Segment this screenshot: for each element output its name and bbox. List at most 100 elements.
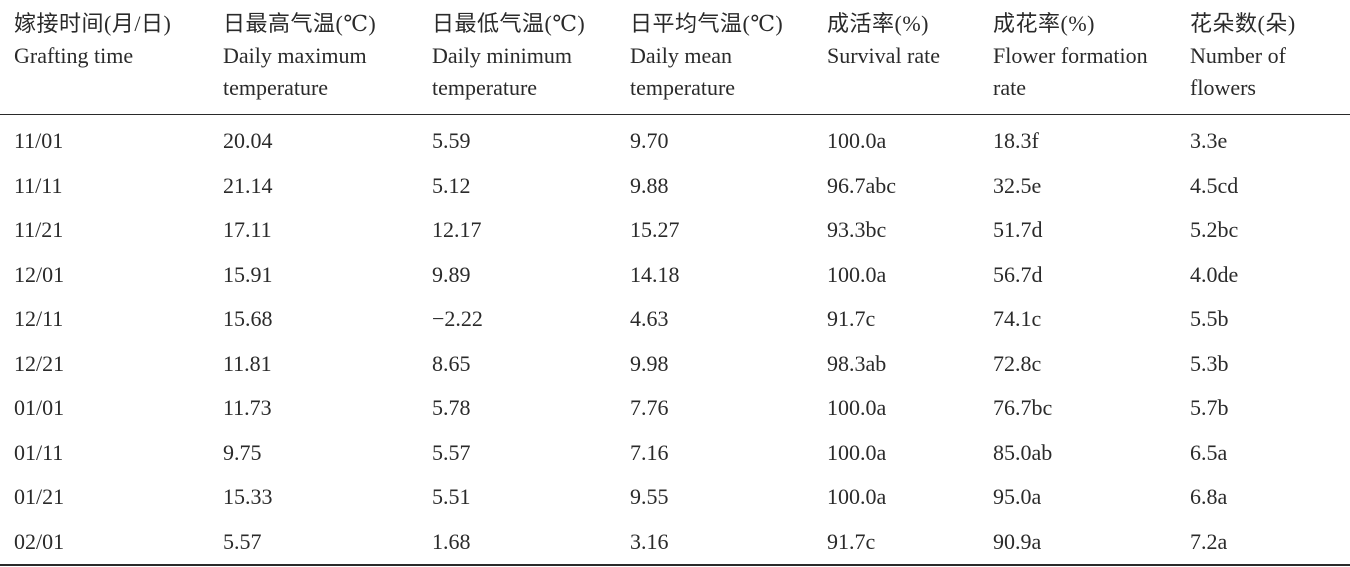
table-cell: 02/01 bbox=[14, 528, 65, 554]
table-cell: 5.12 bbox=[432, 172, 471, 198]
table-cell: 5.5b bbox=[1190, 306, 1229, 331]
table-cell: 91.7c bbox=[827, 306, 876, 331]
header-zh: 成花率(%) bbox=[993, 11, 1095, 36]
header-flower-formation-rate: 成花率(%) Flower formation rate bbox=[979, 0, 1176, 115]
table-cell: 4.63 bbox=[630, 306, 669, 331]
table-cell: 5.78 bbox=[432, 395, 471, 420]
table-cell: 12/11 bbox=[14, 306, 64, 331]
table-cell: −2.22 bbox=[432, 306, 483, 331]
table-cell: 7.76 bbox=[630, 395, 669, 420]
table-cell: 12/01 bbox=[14, 261, 65, 287]
table-cell: 72.8c bbox=[993, 350, 1042, 376]
table-cell: 4.5cd bbox=[1190, 172, 1239, 198]
table-row: 11/01 20.04 5.59 9.70 100.0a 18.3f 3.3e bbox=[0, 115, 1350, 164]
table-cell: 11.81 bbox=[223, 350, 272, 376]
table-cell: 6.8a bbox=[1190, 484, 1228, 509]
table-row: 12/11 15.68 −2.22 4.63 91.7c 74.1c 5.5b bbox=[0, 297, 1350, 342]
header-en: Flower formation rate bbox=[993, 43, 1148, 100]
table-cell: 9.55 bbox=[630, 484, 669, 509]
table-row: 11/21 17.11 12.17 15.27 93.3bc 51.7d 5.2bc bbox=[0, 208, 1350, 253]
table-cell: 5.51 bbox=[432, 484, 471, 509]
table-cell: 100.0a bbox=[827, 439, 887, 465]
table-cell: 12/21 bbox=[14, 350, 65, 376]
table-cell: 9.88 bbox=[630, 172, 669, 198]
table-cell: 51.7d bbox=[993, 217, 1043, 242]
header-zh: 日最低气温(℃) bbox=[432, 11, 586, 36]
table-cell: 5.57 bbox=[432, 439, 471, 465]
table-cell: 100.0a bbox=[827, 261, 887, 287]
header-en: Survival rate bbox=[827, 43, 941, 68]
table-cell: 76.7bc bbox=[993, 395, 1053, 420]
table-cell: 12.17 bbox=[432, 217, 482, 242]
table-cell: 17.11 bbox=[223, 217, 272, 242]
table-cell: 5.7b bbox=[1190, 395, 1229, 420]
table-cell: 11/21 bbox=[14, 217, 64, 242]
table-cell: 14.18 bbox=[630, 261, 680, 287]
header-zh: 成活率(%) bbox=[827, 11, 929, 36]
table-cell: 01/11 bbox=[14, 439, 64, 465]
table-cell: 9.98 bbox=[630, 350, 669, 376]
table-row: 01/11 9.75 5.57 7.16 100.0a 85.0ab 6.5a bbox=[0, 431, 1350, 476]
table-cell: 5.57 bbox=[223, 528, 262, 554]
header-daily-min-temp: 日最低气温(℃) Daily minimum temperature bbox=[418, 0, 616, 115]
table-cell: 21.14 bbox=[223, 172, 273, 198]
table-cell: 7.16 bbox=[630, 439, 669, 465]
table-cell: 91.7c bbox=[827, 528, 876, 554]
table-cell: 100.0a bbox=[827, 484, 887, 509]
header-daily-max-temp: 日最高气温(℃) Daily maximum temperature bbox=[209, 0, 418, 115]
header-number-of-flowers: 花朵数(朵) Number of flowers bbox=[1176, 0, 1350, 115]
table-cell: 56.7d bbox=[993, 261, 1043, 287]
header-en: Grafting time bbox=[14, 43, 134, 68]
table-cell: 32.5e bbox=[993, 172, 1042, 198]
table-row: 12/01 15.91 9.89 14.18 100.0a 56.7d 4.0de bbox=[0, 253, 1350, 298]
table-cell: 01/01 bbox=[14, 395, 65, 420]
header-zh: 嫁接时间(月/日) bbox=[14, 11, 172, 36]
table-cell: 5.59 bbox=[432, 128, 471, 153]
table-cell: 100.0a bbox=[827, 395, 887, 420]
table-cell: 15.27 bbox=[630, 217, 680, 242]
table-body: 11/01 20.04 5.59 9.70 100.0a 18.3f 3.3e 11/11 2… bbox=[0, 115, 1350, 565]
table-cell: 85.0ab bbox=[993, 439, 1053, 465]
header-daily-mean-temp: 日平均气温(℃) Daily mean temperature bbox=[616, 0, 813, 115]
table-row: 02/01 5.57 1.68 3.16 91.7c 90.9a 7.2a bbox=[0, 520, 1350, 565]
table-row: 01/01 11.73 5.78 7.76 100.0a 76.7bc 5.7b bbox=[0, 386, 1350, 431]
table-cell: 98.3ab bbox=[827, 350, 887, 376]
table-cell: 96.7abc bbox=[827, 172, 897, 198]
header-en: Number of flowers bbox=[1190, 43, 1286, 100]
table-cell: 01/21 bbox=[14, 484, 65, 509]
table-cell: 7.2a bbox=[1190, 528, 1228, 554]
table-cell: 18.3f bbox=[993, 128, 1039, 153]
table-cell: 11/11 bbox=[14, 172, 63, 198]
table-cell: 3.3e bbox=[1190, 128, 1228, 153]
header-zh: 日平均气温(℃) bbox=[630, 11, 784, 36]
table-header: 嫁接时间(月/日) Grafting time 日最高气温(℃) Daily max… bbox=[0, 0, 1350, 115]
table-cell: 9.70 bbox=[630, 128, 669, 153]
table-cell: 5.3b bbox=[1190, 350, 1229, 376]
table-row: 11/11 21.14 5.12 9.88 96.7abc 32.5e 4.5cd bbox=[0, 164, 1350, 209]
header-zh: 花朵数(朵) bbox=[1190, 11, 1296, 36]
table-cell: 20.04 bbox=[223, 128, 273, 153]
table-cell: 1.68 bbox=[432, 528, 471, 554]
header-en: Daily minimum temperature bbox=[432, 43, 572, 100]
table-cell: 8.65 bbox=[432, 350, 471, 376]
table-cell: 15.33 bbox=[223, 484, 273, 509]
header-en: Daily mean temperature bbox=[630, 43, 736, 100]
table-cell: 3.16 bbox=[630, 528, 669, 554]
table-cell: 90.9a bbox=[993, 528, 1042, 554]
table-cell: 93.3bc bbox=[827, 217, 887, 242]
table-cell: 6.5a bbox=[1190, 439, 1228, 465]
table-cell: 4.0de bbox=[1190, 261, 1239, 287]
table-row: 01/21 15.33 5.51 9.55 100.0a 95.0a 6.8a bbox=[0, 475, 1350, 520]
table-row: 12/21 11.81 8.65 9.98 98.3ab 72.8c 5.3b bbox=[0, 342, 1350, 387]
header-grafting-time: 嫁接时间(月/日) Grafting time bbox=[0, 0, 209, 115]
header-row: 嫁接时间(月/日) Grafting time 日最高气温(℃) Daily max… bbox=[0, 0, 1350, 115]
table-cell: 11.73 bbox=[223, 395, 272, 420]
table-cell: 15.68 bbox=[223, 306, 273, 331]
header-en: Daily maximum temperature bbox=[223, 43, 367, 100]
table-cell: 95.0a bbox=[993, 484, 1042, 509]
table-cell: 5.2bc bbox=[1190, 217, 1239, 242]
table-cell: 9.89 bbox=[432, 261, 471, 287]
header-zh: 日最高气温(℃) bbox=[223, 11, 377, 36]
table-cell: 11/01 bbox=[14, 128, 64, 153]
